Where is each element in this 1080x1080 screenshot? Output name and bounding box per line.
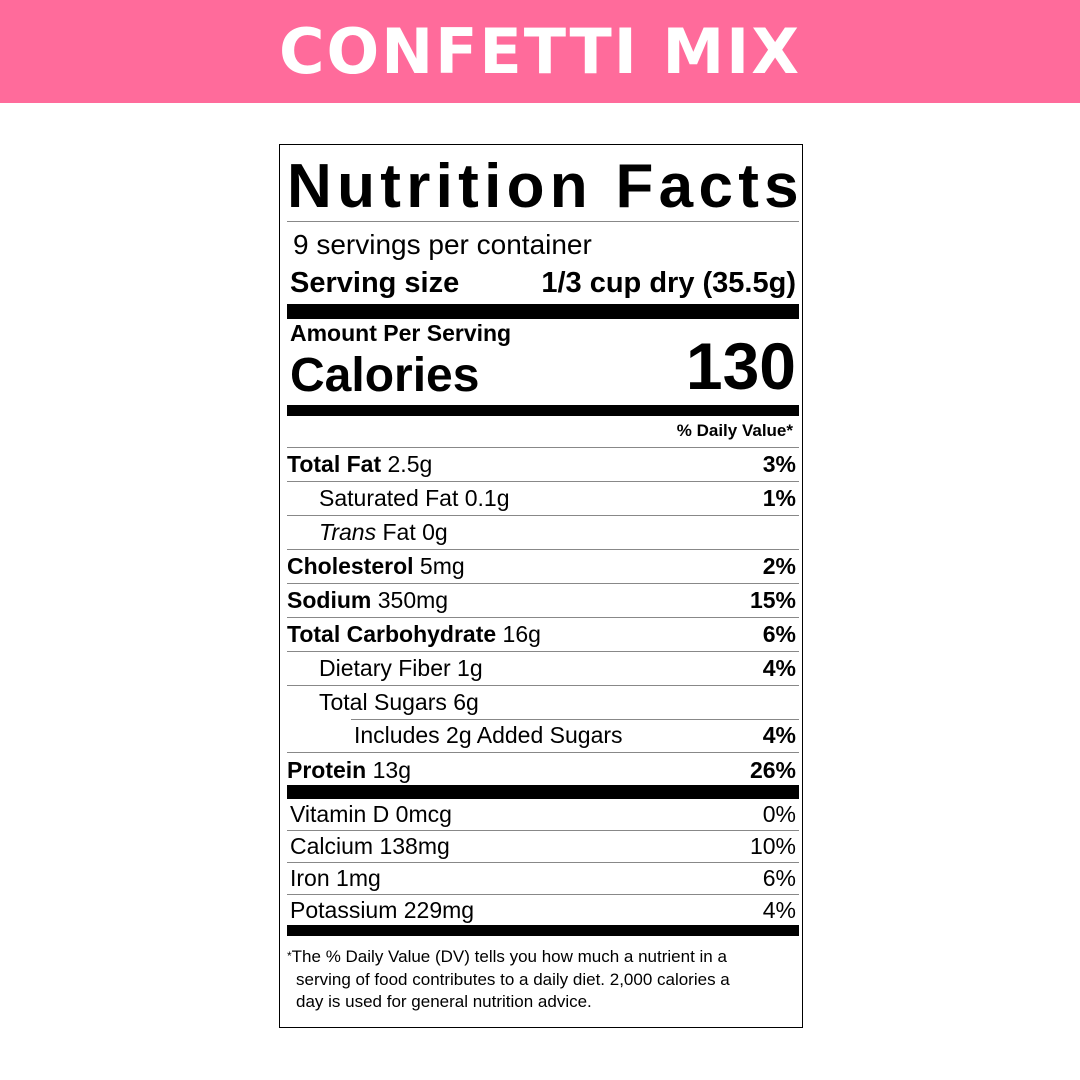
vitamin-dv: 0% bbox=[762, 801, 796, 827]
nutrient-name: Cholesterol bbox=[287, 553, 414, 579]
serving-size-label: Serving size bbox=[290, 267, 460, 299]
nutrient-row: Total Fat 2.5g 3% bbox=[287, 447, 799, 481]
thick-divider bbox=[287, 925, 799, 936]
nutrient-name: Protein bbox=[287, 756, 367, 783]
footnote-star: * bbox=[287, 949, 292, 963]
servings-per-container: 9 servings per container bbox=[293, 229, 592, 260]
vitamin-row: Calcium 138mg 10% bbox=[287, 831, 799, 863]
nutrient-dv: 26% bbox=[749, 756, 796, 783]
nutrient-name: Saturated Fat 0.1g bbox=[319, 485, 510, 511]
vitamin-name: Iron 1mg bbox=[290, 865, 381, 891]
calories-value: 130 bbox=[685, 329, 796, 403]
nutrient-row: Trans Fat 0g bbox=[287, 515, 799, 549]
footnote-line: day is used for general nutrition advice… bbox=[296, 992, 592, 1011]
serving-size-value: 1/3 cup dry (35.5g) bbox=[541, 267, 796, 299]
nutrient-row: Cholesterol 5mg 2% bbox=[287, 549, 799, 583]
nutrient-dv: 6% bbox=[762, 621, 796, 647]
vitamin-list: Vitamin D 0mcg 0% Calcium 138mg 10% Iron 1… bbox=[287, 799, 799, 926]
vitamin-name: Vitamin D 0mcg bbox=[290, 801, 452, 827]
vitamin-dv: 6% bbox=[762, 865, 796, 891]
nutrient-name: Total Fat bbox=[287, 451, 382, 477]
nutrient-dv: 15% bbox=[749, 587, 796, 613]
nutrient-dv: 3% bbox=[762, 451, 796, 477]
nutrition-facts-label: Nutrition Facts 9 servings per container… bbox=[279, 144, 803, 1028]
footnote-line: serving of food contributes to a daily d… bbox=[296, 969, 730, 989]
nutrient-name: Trans bbox=[319, 519, 377, 545]
nutrient-dv: 4% bbox=[762, 655, 796, 681]
product-banner: CONFETTI MIX bbox=[0, 0, 1080, 103]
product-title: CONFETTI MIX bbox=[278, 15, 802, 88]
nutrient-amount: 16g bbox=[496, 621, 541, 647]
vitamin-dv: 10% bbox=[749, 833, 796, 859]
daily-value-header: % Daily Value* bbox=[676, 421, 793, 440]
nutrient-amount: 350mg bbox=[371, 587, 449, 613]
nutrient-amount: Fat 0g bbox=[376, 519, 448, 545]
nutrient-row: Dietary Fiber 1g 4% bbox=[287, 651, 799, 685]
nutrient-amount: 13g bbox=[366, 756, 411, 783]
nutrient-amount: 2.5g bbox=[381, 451, 433, 477]
nutrient-amount: 5mg bbox=[413, 553, 465, 579]
nutrient-row: Includes 2g Added Sugars 4% bbox=[287, 719, 799, 752]
nutrient-row: Total Sugars 6g bbox=[287, 685, 799, 719]
nutrient-dv: 4% bbox=[762, 722, 796, 748]
nutrient-dv: 2% bbox=[762, 553, 796, 579]
vitamin-row: Vitamin D 0mcg 0% bbox=[287, 799, 799, 831]
nutrient-row: Saturated Fat 0.1g 1% bbox=[287, 481, 799, 515]
nutrient-dv: 1% bbox=[762, 485, 796, 511]
vitamin-dv: 4% bbox=[762, 897, 796, 923]
thick-divider bbox=[287, 304, 799, 319]
thick-divider bbox=[287, 785, 799, 799]
vitamin-row: Potassium 229mg 4% bbox=[287, 895, 799, 926]
nutrient-name: Sodium bbox=[287, 587, 372, 613]
nutrient-name: Total Sugars 6g bbox=[319, 689, 479, 715]
nutrient-row: Total Carbohydrate 16g 6% bbox=[287, 617, 799, 651]
nutrient-name: Includes 2g Added Sugars bbox=[354, 722, 623, 748]
nutrient-name: Total Carbohydrate bbox=[287, 621, 497, 647]
footnote-line: The % Daily Value (DV) tells you how muc… bbox=[291, 947, 727, 966]
vitamin-name: Calcium 138mg bbox=[290, 833, 450, 859]
label-title: Nutrition Facts bbox=[287, 152, 804, 221]
amount-per-serving: Amount Per Serving bbox=[290, 320, 512, 346]
footnote: *The % Daily Value (DV) tells you how mu… bbox=[287, 945, 782, 1014]
nutrient-list: Total Fat 2.5g 3% Saturated Fat 0.1g 1% Tr… bbox=[287, 447, 799, 787]
nutrient-name: Dietary Fiber 1g bbox=[319, 655, 483, 681]
vitamin-name: Potassium 229mg bbox=[290, 897, 475, 923]
calories-label: Calories bbox=[290, 349, 480, 402]
nutrient-row: Sodium 350mg 15% bbox=[287, 583, 799, 617]
thick-divider bbox=[287, 405, 799, 416]
serving-size: Serving size 1/3 cup dry (35.5g) bbox=[290, 267, 796, 300]
nutrient-row: Protein 13g 26% bbox=[287, 752, 799, 787]
vitamin-row: Iron 1mg 6% bbox=[287, 863, 799, 895]
divider bbox=[287, 221, 799, 222]
